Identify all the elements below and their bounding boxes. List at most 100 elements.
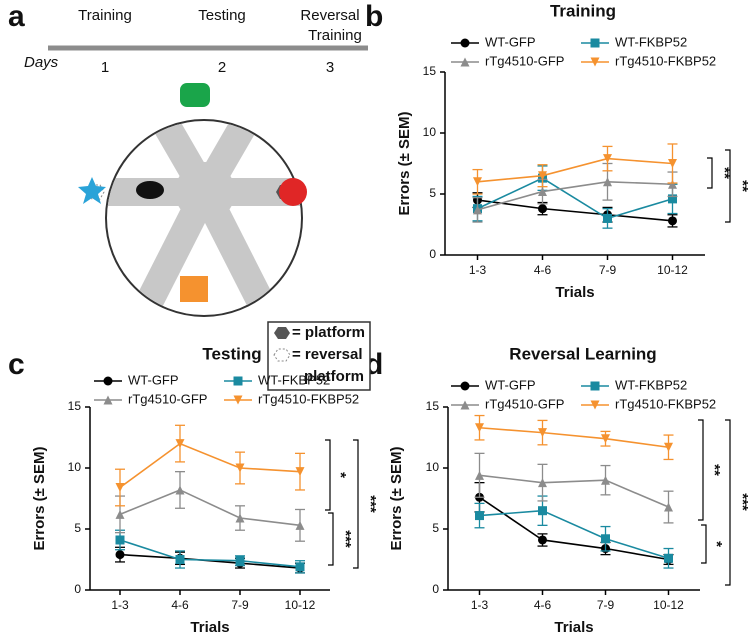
significance-label: *** bbox=[362, 495, 379, 513]
x-tick-label: 4-6 bbox=[534, 263, 552, 277]
marker bbox=[460, 57, 470, 67]
day: 3 bbox=[326, 59, 334, 76]
legend-label: WT-FKBP52 bbox=[258, 372, 330, 387]
y-tick-label: 15 bbox=[423, 64, 437, 78]
mouse bbox=[136, 181, 164, 199]
hub bbox=[175, 162, 235, 222]
marker bbox=[590, 57, 600, 67]
legend-label: rTg4510-GFP bbox=[485, 396, 564, 411]
series-line bbox=[477, 199, 673, 222]
chart-title: Training bbox=[550, 1, 616, 20]
series-line bbox=[479, 426, 669, 449]
marker bbox=[668, 216, 677, 226]
marker bbox=[473, 177, 482, 187]
timeline-label: Training bbox=[308, 27, 362, 44]
marker bbox=[473, 205, 482, 215]
series-line bbox=[477, 157, 673, 183]
marker bbox=[233, 376, 243, 386]
marker bbox=[103, 376, 113, 386]
legend-label: WT-GFP bbox=[128, 372, 179, 387]
marker bbox=[601, 434, 610, 444]
marker bbox=[668, 194, 677, 204]
series-line bbox=[479, 496, 669, 561]
legend-label: rTg4510-GFP bbox=[485, 53, 564, 68]
day: 1 bbox=[101, 59, 109, 76]
marker bbox=[235, 463, 245, 473]
marker bbox=[295, 520, 305, 530]
marker bbox=[235, 513, 245, 523]
timeline-label: Testing bbox=[198, 7, 246, 24]
marker bbox=[295, 467, 305, 477]
marker bbox=[233, 395, 243, 405]
marker bbox=[295, 562, 305, 572]
marker bbox=[460, 381, 470, 391]
x-tick-label: 7-9 bbox=[597, 598, 615, 612]
significance-bracket bbox=[353, 439, 359, 569]
legend-label: WT-GFP bbox=[485, 34, 536, 49]
x-tick-label: 10-12 bbox=[653, 598, 684, 612]
legend-text: = platform bbox=[292, 324, 365, 341]
marker bbox=[115, 550, 125, 560]
x-tick-label: 1-3 bbox=[469, 263, 487, 277]
day: 2 bbox=[218, 59, 226, 76]
significance-bracket bbox=[725, 149, 731, 223]
significance-label: * bbox=[332, 472, 349, 478]
x-axis-label: Trials bbox=[555, 284, 594, 301]
marker bbox=[601, 534, 610, 544]
cue bbox=[279, 178, 307, 206]
marker bbox=[175, 485, 185, 495]
x-tick-label: 1-3 bbox=[111, 598, 129, 612]
marker bbox=[115, 535, 125, 545]
y-tick-label: 0 bbox=[432, 582, 439, 596]
significance-bracket bbox=[701, 524, 707, 564]
series-line bbox=[119, 442, 301, 489]
significance-bracket bbox=[328, 512, 334, 566]
marker bbox=[590, 381, 600, 391]
cue bbox=[180, 83, 210, 107]
marker bbox=[460, 400, 470, 410]
x-axis-label: Trials bbox=[554, 619, 593, 633]
marker bbox=[115, 509, 125, 519]
series-line bbox=[119, 539, 301, 568]
marker bbox=[538, 204, 547, 214]
x-tick-label: 4-6 bbox=[534, 598, 552, 612]
significance-bracket bbox=[707, 157, 713, 189]
significance-bracket bbox=[325, 439, 331, 511]
marker bbox=[175, 555, 185, 564]
marker bbox=[475, 511, 484, 521]
marker bbox=[590, 38, 600, 48]
marker bbox=[475, 470, 484, 480]
legend-label: rTg4510-FKBP52 bbox=[615, 53, 716, 68]
y-tick-label: 15 bbox=[68, 399, 82, 413]
marker bbox=[460, 38, 470, 48]
chart-title: Reversal Learning bbox=[509, 344, 656, 363]
y-axis-label: Errors (± SEM) bbox=[396, 111, 413, 215]
y-tick-label: 0 bbox=[429, 247, 436, 261]
y-tick-label: 0 bbox=[74, 582, 81, 596]
chart-title: Testing bbox=[202, 344, 261, 363]
x-tick-label: 4-6 bbox=[171, 598, 189, 612]
panel-label: a bbox=[8, 0, 25, 33]
marker bbox=[235, 556, 245, 566]
marker bbox=[603, 213, 612, 223]
marker bbox=[664, 502, 673, 512]
marker bbox=[538, 428, 547, 438]
legend-label: WT-FKBP52 bbox=[615, 377, 687, 392]
panel-label: b bbox=[365, 0, 383, 33]
timeline-label: Training bbox=[78, 7, 132, 24]
x-axis-label: Trials bbox=[190, 619, 229, 633]
maze-diagram: Training Testing Reversal Training Days … bbox=[24, 7, 371, 391]
cue bbox=[78, 177, 106, 204]
marker bbox=[603, 154, 612, 164]
marker bbox=[603, 177, 612, 187]
y-tick-label: 15 bbox=[426, 399, 440, 413]
significance-label: ** bbox=[716, 167, 733, 179]
legend-label: rTg4510-FKBP52 bbox=[615, 396, 716, 411]
marker bbox=[538, 535, 547, 545]
days-label: Days bbox=[24, 54, 59, 71]
marker bbox=[538, 187, 547, 197]
legend-text: = reversal bbox=[292, 346, 362, 363]
marker bbox=[175, 439, 185, 449]
y-axis-label: Errors (± SEM) bbox=[388, 446, 405, 550]
